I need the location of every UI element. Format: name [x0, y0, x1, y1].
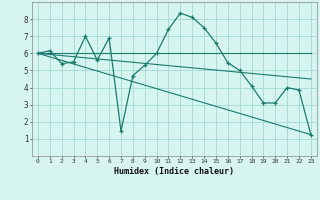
X-axis label: Humidex (Indice chaleur): Humidex (Indice chaleur) [115, 167, 234, 176]
